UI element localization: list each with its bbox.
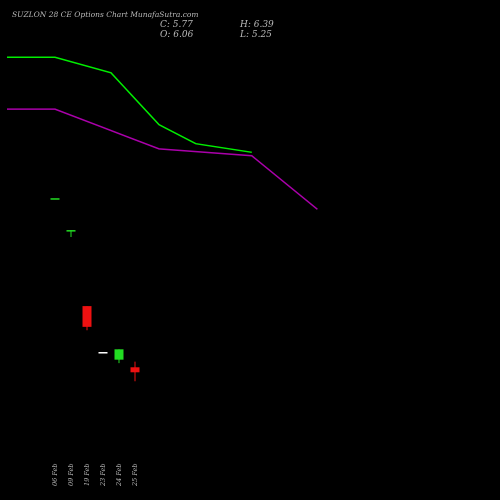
x-tick-label: 25 Feb — [131, 464, 139, 488]
candle-body — [114, 349, 124, 360]
open-value: O: 6.06 — [160, 30, 194, 40]
high-value: H: 6.39 — [240, 20, 274, 30]
candle-body — [66, 230, 76, 232]
x-tick-label: 06 Feb — [51, 464, 59, 487]
candle-body — [82, 306, 92, 327]
x-tick-label: 24 Feb — [115, 464, 123, 488]
candle-body — [50, 198, 60, 200]
x-tick-label: 23 Feb — [99, 464, 107, 488]
low-value: L: 5.25 — [240, 30, 272, 40]
candle-body — [98, 352, 108, 354]
series-line-1 — [7, 56, 252, 154]
x-tick-label: 09 Feb — [67, 464, 75, 487]
close-value: C: 5.77 — [160, 20, 193, 30]
candle-body — [130, 367, 140, 373]
chart-title: SUZLON 28 CE Options Chart MunafaSutra.c… — [12, 10, 199, 19]
series-line-2 — [7, 108, 318, 210]
x-tick-label: 19 Feb — [83, 464, 91, 487]
